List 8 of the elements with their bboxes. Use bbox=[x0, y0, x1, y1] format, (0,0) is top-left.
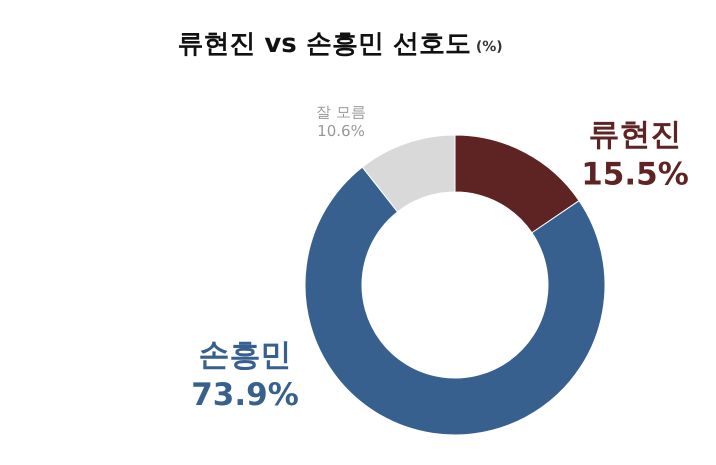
data-label: 10.6% bbox=[317, 122, 365, 140]
slice-label: 잘 모름 bbox=[316, 103, 366, 121]
data-label: 73.9% bbox=[191, 377, 299, 413]
chart-subtitle: (%) bbox=[476, 39, 503, 55]
slice-label: 류현진 bbox=[588, 116, 682, 152]
slice-label: 손흥민 bbox=[198, 337, 292, 373]
chart-title: 류현진 vs 손흥민 선호도 bbox=[177, 29, 471, 59]
data-label: 15.5% bbox=[581, 156, 689, 192]
